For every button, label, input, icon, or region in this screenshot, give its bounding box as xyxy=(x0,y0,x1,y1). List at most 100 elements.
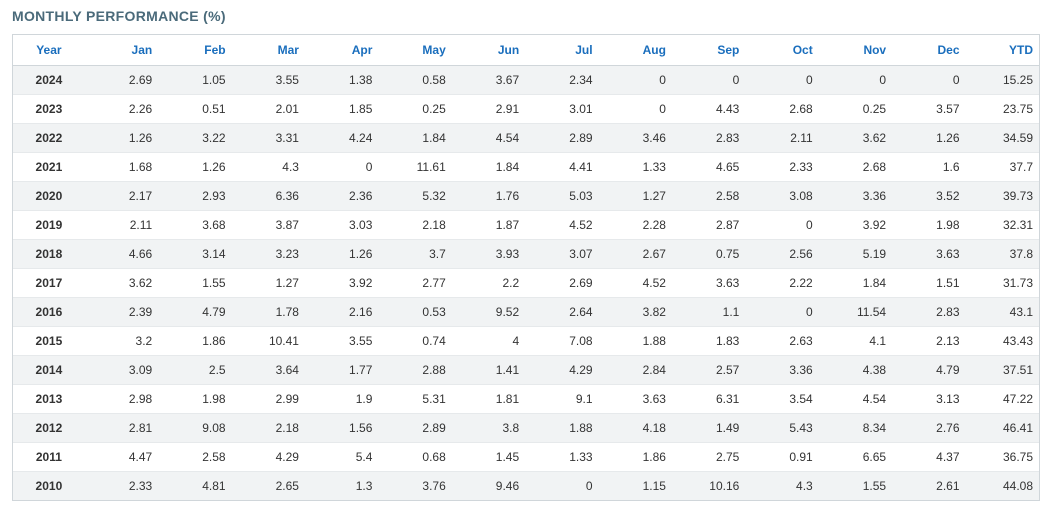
value-cell: 6.36 xyxy=(232,182,305,211)
value-cell: 1.98 xyxy=(892,211,965,240)
value-cell: 2.56 xyxy=(745,240,818,269)
value-cell: 4.79 xyxy=(892,356,965,385)
performance-table: YearJanFebMarAprMayJunJulAugSepOctNovDec… xyxy=(13,35,1039,500)
value-cell: 3.08 xyxy=(745,182,818,211)
value-cell: 4.29 xyxy=(525,356,598,385)
value-cell: 2.88 xyxy=(378,356,451,385)
year-cell: 2024 xyxy=(13,66,85,95)
value-cell: 0.91 xyxy=(745,443,818,472)
column-header-oct: Oct xyxy=(745,35,818,66)
year-cell: 2014 xyxy=(13,356,85,385)
value-cell: 47.22 xyxy=(966,385,1040,414)
value-cell: 3.67 xyxy=(452,66,525,95)
value-cell: 3.62 xyxy=(819,124,892,153)
value-cell: 3.55 xyxy=(305,327,378,356)
value-cell: 2.99 xyxy=(232,385,305,414)
value-cell: 1.27 xyxy=(232,269,305,298)
value-cell: 4.65 xyxy=(672,153,745,182)
value-cell: 4.52 xyxy=(599,269,672,298)
value-cell: 2.87 xyxy=(672,211,745,240)
value-cell: 3.8 xyxy=(452,414,525,443)
value-cell: 3.63 xyxy=(892,240,965,269)
value-cell: 37.7 xyxy=(966,153,1040,182)
value-cell: 32.31 xyxy=(966,211,1040,240)
value-cell: 0 xyxy=(599,66,672,95)
table-row: 20232.260.512.011.850.252.913.0104.432.6… xyxy=(13,95,1039,124)
value-cell: 3.07 xyxy=(525,240,598,269)
value-cell: 1.6 xyxy=(892,153,965,182)
value-cell: 1.56 xyxy=(305,414,378,443)
table-row: 20132.981.982.991.95.311.819.13.636.313.… xyxy=(13,385,1039,414)
value-cell: 4.3 xyxy=(745,472,818,501)
value-cell: 4.37 xyxy=(892,443,965,472)
value-cell: 4.81 xyxy=(158,472,231,501)
value-cell: 1.83 xyxy=(672,327,745,356)
value-cell: 5.43 xyxy=(745,414,818,443)
value-cell: 2.57 xyxy=(672,356,745,385)
value-cell: 4.1 xyxy=(819,327,892,356)
value-cell: 0.53 xyxy=(378,298,451,327)
value-cell: 43.43 xyxy=(966,327,1040,356)
value-cell: 2.2 xyxy=(452,269,525,298)
value-cell: 2.13 xyxy=(892,327,965,356)
value-cell: 1.26 xyxy=(305,240,378,269)
value-cell: 6.31 xyxy=(672,385,745,414)
year-cell: 2022 xyxy=(13,124,85,153)
value-cell: 3.63 xyxy=(599,385,672,414)
value-cell: 2.18 xyxy=(232,414,305,443)
table-row: 20242.691.053.551.380.583.672.340000015.… xyxy=(13,66,1039,95)
column-header-mar: Mar xyxy=(232,35,305,66)
value-cell: 3.76 xyxy=(378,472,451,501)
value-cell: 3.14 xyxy=(158,240,231,269)
value-cell: 2.17 xyxy=(85,182,158,211)
value-cell: 5.4 xyxy=(305,443,378,472)
value-cell: 0.68 xyxy=(378,443,451,472)
performance-table-wrapper: YearJanFebMarAprMayJunJulAugSepOctNovDec… xyxy=(12,34,1040,501)
year-cell: 2012 xyxy=(13,414,85,443)
value-cell: 4.38 xyxy=(819,356,892,385)
value-cell: 2.63 xyxy=(745,327,818,356)
value-cell: 3.7 xyxy=(378,240,451,269)
value-cell: 2.39 xyxy=(85,298,158,327)
value-cell: 3.23 xyxy=(232,240,305,269)
value-cell: 4.41 xyxy=(525,153,598,182)
column-header-nov: Nov xyxy=(819,35,892,66)
value-cell: 1.45 xyxy=(452,443,525,472)
value-cell: 0 xyxy=(672,66,745,95)
year-cell: 2023 xyxy=(13,95,85,124)
value-cell: 3.63 xyxy=(672,269,745,298)
value-cell: 3.82 xyxy=(599,298,672,327)
table-row: 20211.681.264.3011.611.844.411.334.652.3… xyxy=(13,153,1039,182)
table-row: 20143.092.53.641.772.881.414.292.842.573… xyxy=(13,356,1039,385)
value-cell: 3.52 xyxy=(892,182,965,211)
value-cell: 1.85 xyxy=(305,95,378,124)
column-header-year: Year xyxy=(13,35,85,66)
value-cell: 6.65 xyxy=(819,443,892,472)
column-header-aug: Aug xyxy=(599,35,672,66)
value-cell: 46.41 xyxy=(966,414,1040,443)
section-title: MONTHLY PERFORMANCE (%) xyxy=(12,8,1040,24)
value-cell: 2.58 xyxy=(158,443,231,472)
value-cell: 0 xyxy=(819,66,892,95)
value-cell: 2.89 xyxy=(525,124,598,153)
value-cell: 3.31 xyxy=(232,124,305,153)
value-cell: 1.49 xyxy=(672,414,745,443)
value-cell: 4.29 xyxy=(232,443,305,472)
column-header-ytd: YTD xyxy=(966,35,1040,66)
value-cell: 1.88 xyxy=(525,414,598,443)
value-cell: 5.03 xyxy=(525,182,598,211)
value-cell: 1.9 xyxy=(305,385,378,414)
value-cell: 3.87 xyxy=(232,211,305,240)
value-cell: 0.25 xyxy=(819,95,892,124)
value-cell: 11.61 xyxy=(378,153,451,182)
column-header-feb: Feb xyxy=(158,35,231,66)
value-cell: 37.8 xyxy=(966,240,1040,269)
value-cell: 23.75 xyxy=(966,95,1040,124)
value-cell: 31.73 xyxy=(966,269,1040,298)
table-row: 20102.334.812.651.33.769.4601.1510.164.3… xyxy=(13,472,1039,501)
value-cell: 2.81 xyxy=(85,414,158,443)
table-row: 20173.621.551.273.922.772.22.694.523.632… xyxy=(13,269,1039,298)
value-cell: 1.84 xyxy=(452,153,525,182)
value-cell: 3.13 xyxy=(892,385,965,414)
column-header-apr: Apr xyxy=(305,35,378,66)
